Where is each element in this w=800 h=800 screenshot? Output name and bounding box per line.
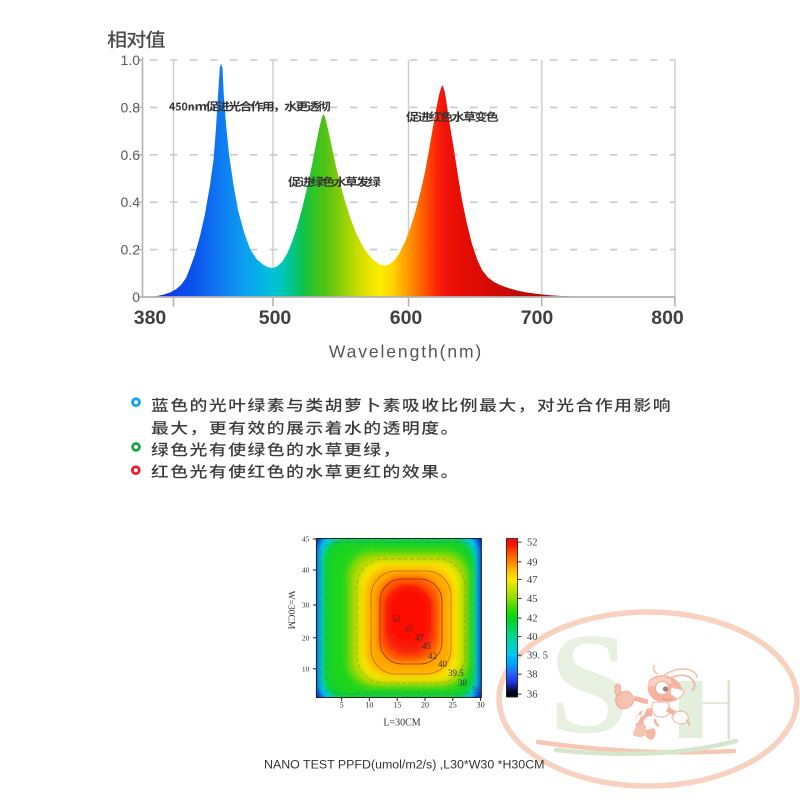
svg-text:W=30CM: W=30CM [286,591,296,630]
svg-text:49: 49 [404,624,414,634]
svg-text:0.8: 0.8 [121,99,141,115]
svg-text:10: 10 [365,701,373,710]
svg-text:36: 36 [527,690,538,701]
svg-text:500: 500 [259,307,292,329]
svg-text:45: 45 [422,641,432,651]
svg-text:36: 36 [472,685,482,695]
svg-text:30: 30 [477,701,485,710]
svg-text:49: 49 [527,557,538,568]
svg-text:5: 5 [340,701,344,710]
svg-text:Wavelength(nm): Wavelength(nm) [329,342,483,362]
svg-text:15: 15 [393,701,401,710]
svg-text:38: 38 [527,670,538,681]
svg-text:52: 52 [392,614,401,624]
svg-text:20: 20 [421,701,429,710]
svg-text:39. 5: 39. 5 [527,651,548,662]
svg-text:L=30CM: L=30CM [383,718,420,729]
svg-text:700: 700 [521,307,554,329]
svg-text:600: 600 [390,307,423,329]
svg-text:0: 0 [132,289,140,305]
svg-text:NANO TEST PPFD(umol/m2/s) ,L30: NANO TEST PPFD(umol/m2/s) ,L30*W30 *H30C… [264,758,544,772]
svg-text:0.2: 0.2 [121,242,141,258]
svg-text:47: 47 [415,633,425,643]
svg-text:42: 42 [428,651,437,661]
svg-text:30: 30 [302,601,310,610]
svg-text:39.5: 39.5 [448,668,464,678]
svg-text:47: 47 [527,575,538,586]
svg-text:1.0: 1.0 [121,52,141,68]
svg-text:380: 380 [134,307,167,329]
svg-text:52: 52 [527,538,538,549]
svg-text:0.4: 0.4 [121,194,141,210]
svg-text:45: 45 [302,535,310,544]
svg-text:40: 40 [302,566,310,575]
svg-text:800: 800 [651,307,684,329]
svg-text:0.6: 0.6 [121,147,141,163]
svg-text:20: 20 [302,633,310,642]
svg-text:38: 38 [458,678,468,688]
svg-text:40: 40 [527,632,538,643]
svg-text:25: 25 [449,701,457,710]
svg-text:10: 10 [302,664,310,673]
svg-text:42: 42 [527,614,538,625]
svg-text:40: 40 [438,659,448,669]
svg-text:45: 45 [527,594,538,605]
